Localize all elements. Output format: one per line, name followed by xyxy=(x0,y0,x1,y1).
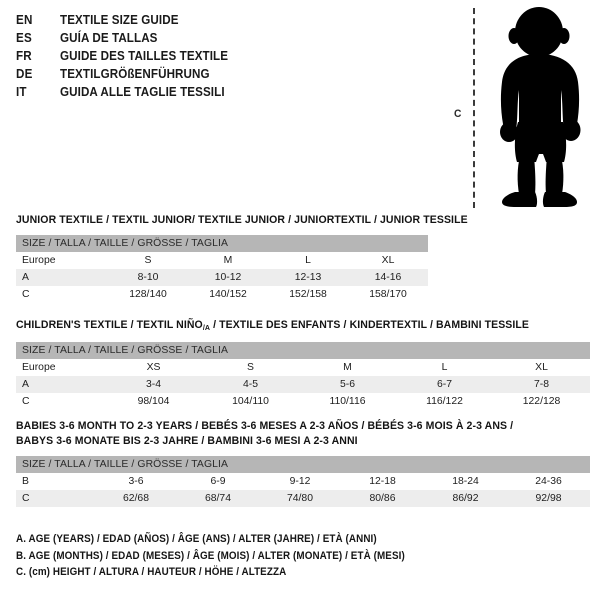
cell-value: 116/122 xyxy=(396,393,493,410)
language-code-fr: FR xyxy=(16,49,32,63)
cell-value: 4-5 xyxy=(202,376,299,393)
cell-value: M xyxy=(188,252,268,269)
section-babies: BABIES 3-6 MONTH TO 2-3 YEARS / BEBÉS 3-… xyxy=(16,419,591,507)
legend-block: A. AGE (YEARS) / EDAD (AÑOS) / ÂGE (ANS)… xyxy=(16,531,434,581)
cell-value: 140/152 xyxy=(188,286,268,303)
size-band-label-babies: SIZE / TALLA / TAILLE / GRÖSSE / TAGLIA xyxy=(16,456,591,473)
cell-value: S xyxy=(108,252,188,269)
cell-value: XS xyxy=(105,359,202,376)
table-babies: SIZE / TALLA / TAILLE / GRÖSSE / TAGLIA … xyxy=(16,456,591,507)
cell-value: 62/68 xyxy=(95,490,177,507)
table-header-band-babies: SIZE / TALLA / TAILLE / GRÖSSE / TAGLIA xyxy=(16,456,591,473)
language-code-en: EN xyxy=(16,13,33,27)
language-text-en: TEXTILE SIZE GUIDE xyxy=(60,13,179,27)
section-title-children-pre: CHILDREN'S TEXTILE / TEXTIL NIÑO xyxy=(16,319,203,331)
cell-value: 110/116 xyxy=(299,393,396,410)
cell-value: 14-16 xyxy=(348,269,428,286)
cell-value: 18-24 xyxy=(424,473,507,490)
cell-value: 7-8 xyxy=(493,376,591,393)
row-label: A xyxy=(16,376,105,393)
cell-value: XL xyxy=(493,359,591,376)
cell-value: 6-7 xyxy=(396,376,493,393)
row-label: C xyxy=(16,490,95,507)
cell-value: M xyxy=(299,359,396,376)
cell-value: 10-12 xyxy=(188,269,268,286)
cell-value: 152/158 xyxy=(268,286,348,303)
language-text-es: GUÍA DE TALLAS xyxy=(60,31,158,45)
cell-value: 12-18 xyxy=(341,473,424,490)
table-row: A 3-4 4-5 5-6 6-7 7-8 xyxy=(16,376,591,393)
row-label: C xyxy=(16,286,108,303)
row-label: C xyxy=(16,393,105,410)
language-row-it: IT GUIDA ALLE TAGLIE TESSILI xyxy=(16,85,241,103)
table-row: A 8-10 10-12 12-13 14-16 xyxy=(16,269,428,286)
cell-value: 86/92 xyxy=(424,490,507,507)
legend-line-a: A. AGE (YEARS) / EDAD (AÑOS) / ÂGE (ANS)… xyxy=(16,533,377,545)
cell-value: 122/128 xyxy=(493,393,591,410)
language-code-es: ES xyxy=(16,31,32,45)
cell-value: 128/140 xyxy=(108,286,188,303)
section-children: CHILDREN'S TEXTILE / TEXTIL NIÑO/A / TEX… xyxy=(16,318,591,410)
section-junior: JUNIOR TEXTILE / TEXTIL JUNIOR/ TEXTILE … xyxy=(16,213,502,303)
section-title-children: CHILDREN'S TEXTILE / TEXTIL NIÑO/A / TEX… xyxy=(16,318,550,335)
section-title-junior: JUNIOR TEXTILE / TEXTIL JUNIOR/ TEXTILE … xyxy=(16,214,468,226)
section-title-children-sub: /A xyxy=(202,323,211,332)
language-row-de: DE TEXTILGRÖßENFÜHRUNG xyxy=(16,67,241,85)
cell-value: 3-4 xyxy=(105,376,202,393)
size-band-label-children: SIZE / TALLA / TAILLE / GRÖSSE / TAGLIA xyxy=(16,342,591,359)
table-children: SIZE / TALLA / TAILLE / GRÖSSE / TAGLIA … xyxy=(16,342,591,410)
child-silhouette-icon xyxy=(500,7,581,207)
table-row: C 128/140 140/152 152/158 158/170 xyxy=(16,286,428,303)
cell-value: 5-6 xyxy=(299,376,396,393)
row-label: B xyxy=(16,473,95,490)
height-illustration: C xyxy=(440,4,600,212)
table-header-band-children: SIZE / TALLA / TAILLE / GRÖSSE / TAGLIA xyxy=(16,342,591,359)
cell-value: 9-12 xyxy=(259,473,341,490)
section-title-babies-line1: BABIES 3-6 MONTH TO 2-3 YEARS / BEBÉS 3-… xyxy=(16,420,514,432)
cell-value: 3-6 xyxy=(95,473,177,490)
section-title-babies-line2: BABYS 3-6 MONATE BIS 2-3 JAHRE / BAMBINI… xyxy=(16,435,358,447)
cell-value: 80/86 xyxy=(341,490,424,507)
language-row-fr: FR GUIDE DES TAILLES TEXTILE xyxy=(16,49,241,67)
cell-value: 158/170 xyxy=(348,286,428,303)
section-title-children-post: / TEXTILE DES ENFANTS / KINDERTEXTIL / B… xyxy=(210,319,530,331)
legend-line-c: C. (cm) HEIGHT / ALTURA / HAUTEUR / HÖHE… xyxy=(16,566,287,578)
language-row-en: EN TEXTILE SIZE GUIDE xyxy=(16,13,241,31)
language-text-it: GUIDA ALLE TAGLIE TESSILI xyxy=(60,85,225,99)
language-code-de: DE xyxy=(16,67,33,81)
height-measure-label: C xyxy=(454,108,462,120)
table-header-band-junior: SIZE / TALLA / TAILLE / GRÖSSE / TAGLIA xyxy=(16,235,428,252)
language-row-es: ES GUÍA DE TALLAS xyxy=(16,31,241,49)
table-row: B 3-6 6-9 9-12 12-18 18-24 24-36 xyxy=(16,473,591,490)
language-text-fr: GUIDE DES TAILLES TEXTILE xyxy=(60,49,229,63)
cell-value: 74/80 xyxy=(259,490,341,507)
cell-value: 12-13 xyxy=(268,269,348,286)
cell-value: 98/104 xyxy=(105,393,202,410)
language-title-block: EN TEXTILE SIZE GUIDE ES GUÍA DE TALLAS … xyxy=(16,13,241,103)
legend-line-b: B. AGE (MONTHS) / EDAD (MESES) / ÂGE (MO… xyxy=(16,549,405,562)
row-label: Europe xyxy=(16,252,108,269)
table-row: Europe S M L XL xyxy=(16,252,428,269)
cell-value: L xyxy=(396,359,493,376)
row-label: A xyxy=(16,269,108,286)
cell-value: 6-9 xyxy=(177,473,259,490)
cell-value: 104/110 xyxy=(202,393,299,410)
language-code-it: IT xyxy=(16,85,27,99)
cell-value: 8-10 xyxy=(108,269,188,286)
cell-value: S xyxy=(202,359,299,376)
language-text-de: TEXTILGRÖßENFÜHRUNG xyxy=(60,67,210,81)
table-junior: SIZE / TALLA / TAILLE / GRÖSSE / TAGLIA … xyxy=(16,235,428,303)
size-band-label-junior: SIZE / TALLA / TAILLE / GRÖSSE / TAGLIA xyxy=(16,235,428,252)
cell-value: L xyxy=(268,252,348,269)
cell-value: 68/74 xyxy=(177,490,259,507)
cell-value: XL xyxy=(348,252,428,269)
row-label: Europe xyxy=(16,359,105,376)
height-dashed-line xyxy=(473,8,475,208)
cell-value: 24-36 xyxy=(507,473,591,490)
cell-value: 92/98 xyxy=(507,490,591,507)
table-row: Europe XS S M L XL xyxy=(16,359,591,376)
table-row: C 62/68 68/74 74/80 80/86 86/92 92/98 xyxy=(16,490,591,507)
table-row: C 98/104 104/110 110/116 116/122 122/128 xyxy=(16,393,591,410)
